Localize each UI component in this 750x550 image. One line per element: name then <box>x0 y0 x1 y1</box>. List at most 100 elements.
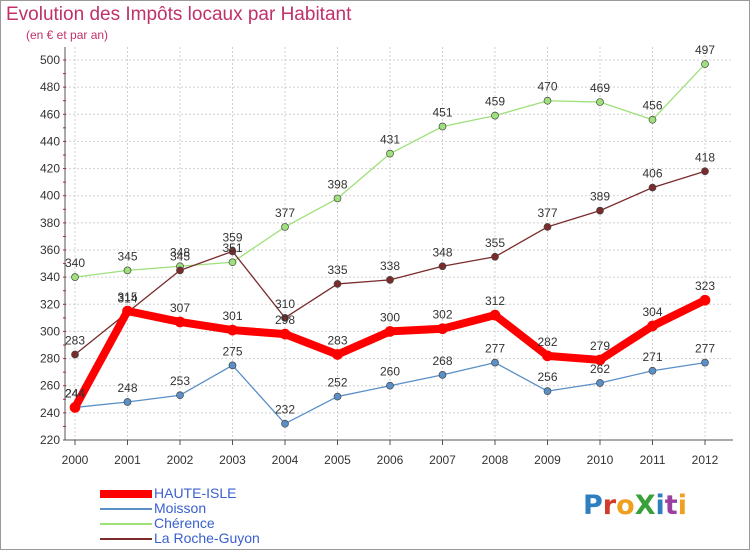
y-tick-label: 420 <box>40 162 60 176</box>
data-point <box>437 323 448 335</box>
data-point <box>384 326 396 337</box>
data-point <box>491 252 499 261</box>
data-point <box>648 366 657 375</box>
legend-label: Moisson <box>154 500 207 516</box>
data-label: 302 <box>432 308 452 322</box>
data-label: 310 <box>275 297 295 311</box>
x-tick-label: 2012 <box>692 453 719 467</box>
logo-letter: t <box>664 490 678 521</box>
x-tick-label: 2010 <box>587 453 614 467</box>
data-label: 469 <box>590 81 610 95</box>
x-tick-label: 2002 <box>167 453 194 467</box>
x-tick-label: 2004 <box>272 453 299 467</box>
data-point <box>123 398 132 406</box>
data-point <box>123 266 132 275</box>
y-tick-label: 360 <box>40 243 60 257</box>
data-point <box>701 167 709 176</box>
data-point <box>648 115 657 124</box>
y-tick-label: 340 <box>40 270 60 284</box>
x-tick-label: 2007 <box>429 453 456 467</box>
x-tick-label: 2000 <box>62 453 89 467</box>
data-label: 451 <box>432 106 452 120</box>
data-point <box>281 223 289 231</box>
x-tick-label: 2011 <box>640 453 666 467</box>
data-label: 459 <box>485 95 505 109</box>
y-tick-label: 480 <box>40 80 60 94</box>
data-point <box>333 194 342 203</box>
data-point <box>701 358 709 367</box>
logo-letter: i <box>677 490 687 521</box>
data-label: 256 <box>537 370 557 384</box>
data-label: 348 <box>170 245 190 259</box>
data-point <box>543 387 552 395</box>
legend-item: HAUTE-ISLE <box>100 485 400 501</box>
data-label: 338 <box>380 259 400 273</box>
x-tick-label: 2008 <box>482 453 509 467</box>
data-point <box>71 273 79 281</box>
y-tick-label: 240 <box>40 406 60 420</box>
legend-label: Chérence <box>154 515 215 531</box>
y-tick-label: 300 <box>40 324 60 338</box>
legend-label: HAUTE-ISLE <box>154 485 237 501</box>
data-label: 262 <box>590 362 610 376</box>
data-label: 456 <box>642 99 662 113</box>
data-point <box>228 247 237 256</box>
data-label: 282 <box>537 335 557 349</box>
data-point <box>491 111 499 120</box>
y-tick-label: 400 <box>40 189 60 203</box>
data-label: 406 <box>642 167 662 181</box>
data-point <box>543 223 552 231</box>
data-point <box>228 361 237 370</box>
data-label: 300 <box>380 310 400 324</box>
data-label: 340 <box>65 256 85 270</box>
legend: HAUTE-ISLE Moisson Chérence La Roche-Guyon <box>100 485 400 546</box>
data-label: 315 <box>117 290 137 304</box>
data-point <box>438 371 447 379</box>
x-tick-label: 2006 <box>377 453 404 467</box>
logo-letter: X <box>634 490 656 521</box>
data-label: 253 <box>170 374 190 388</box>
legend-label: La Roche-Guyon <box>154 530 260 546</box>
legend-swatch <box>100 507 152 510</box>
data-point <box>489 309 501 321</box>
logo-letter: i <box>655 490 665 521</box>
data-label: 335 <box>327 263 347 277</box>
legend-item: La Roche-Guyon <box>100 530 400 546</box>
data-label: 345 <box>170 249 190 263</box>
y-tick-label: 440 <box>40 134 60 148</box>
data-label: 283 <box>327 334 347 348</box>
y-tick-label: 380 <box>40 216 60 230</box>
data-point <box>332 349 343 360</box>
data-label: 389 <box>590 190 610 204</box>
data-point <box>596 379 604 387</box>
data-label: 431 <box>380 133 400 147</box>
data-label: 348 <box>432 245 452 259</box>
data-point <box>438 122 447 131</box>
data-point <box>647 320 658 332</box>
data-point <box>174 316 186 328</box>
data-label: 283 <box>65 334 85 348</box>
y-tick-label: 220 <box>40 433 60 447</box>
data-label: 244 <box>65 386 85 400</box>
data-point <box>333 280 342 288</box>
x-tick-label: 2003 <box>219 453 246 467</box>
plot-area <box>65 47 733 440</box>
data-point <box>69 402 81 413</box>
x-tick-label: 2001 <box>114 453 141 467</box>
data-label: 314 <box>117 291 137 305</box>
data-point <box>176 391 184 400</box>
data-label: 377 <box>537 206 557 220</box>
legend-swatch <box>100 537 152 540</box>
x-tick-label: 2005 <box>324 453 351 467</box>
data-label: 298 <box>275 313 295 327</box>
data-label: 345 <box>117 249 137 263</box>
proxiti-logo: ProXiti <box>583 490 687 521</box>
data-label: 312 <box>485 294 505 308</box>
data-point <box>596 98 604 106</box>
data-label: 244 <box>65 386 85 400</box>
data-point <box>228 258 237 267</box>
legend-item: Moisson <box>100 500 400 516</box>
data-label: 268 <box>432 354 452 368</box>
data-label: 301 <box>222 309 242 323</box>
